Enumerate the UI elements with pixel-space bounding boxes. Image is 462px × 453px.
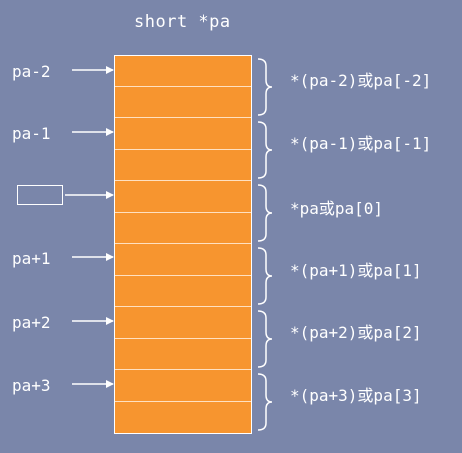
expression-element-minus-1: *(pa-1)或pa[-1] [290,134,432,153]
element-divider [115,369,251,370]
pointer-label-pa-plus-3: pa+3 [12,376,51,395]
brace-element-minus-1 [257,121,273,179]
expression-element-0: *pa或pa[0] [290,199,384,218]
memory-block [114,55,252,434]
byte-divider [115,275,251,276]
brace-element-0 [257,184,273,242]
pointer-label-pa-minus-2: pa-2 [12,62,51,81]
element-divider [115,117,251,118]
expression-element-plus-2: *(pa+2)或pa[2] [290,323,422,342]
element-divider [115,180,251,181]
byte-divider [115,401,251,402]
diagram-title: short *pa [134,12,231,32]
pointer-label-pa-minus-1: pa-1 [12,124,51,143]
byte-divider [115,212,251,213]
brace-element-plus-1 [257,247,273,305]
brace-element-plus-3 [257,373,273,431]
expression-element-minus-2: *(pa-2)或pa[-2] [290,71,432,90]
brace-element-plus-2 [257,310,273,368]
expression-element-plus-3: *(pa+3)或pa[3] [290,386,422,405]
element-divider [115,306,251,307]
pointer-label-pa-plus-2: pa+2 [12,313,51,332]
byte-divider [115,149,251,150]
pointer-label-pa-plus-1: pa+1 [12,249,51,268]
pointer-variable-box [17,185,63,205]
expression-element-plus-1: *(pa+1)或pa[1] [290,261,422,280]
byte-divider [115,338,251,339]
brace-element-minus-2 [257,58,273,116]
byte-divider [115,86,251,87]
element-divider [115,243,251,244]
